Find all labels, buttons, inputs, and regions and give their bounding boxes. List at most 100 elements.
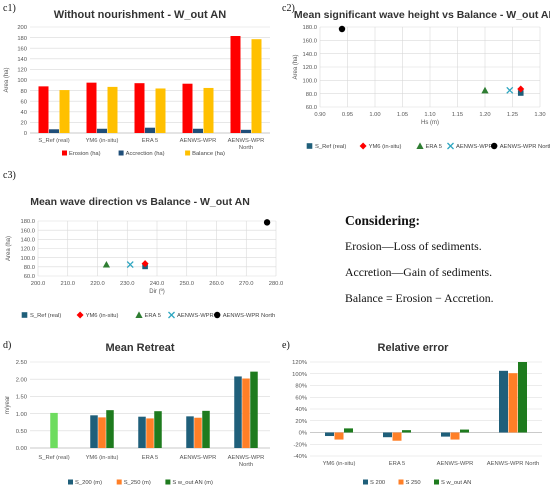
bar-erosion-ha- [230, 36, 241, 134]
category-label: YM6 (in-situ) [86, 138, 119, 144]
y-tick-label: 60.0 [24, 274, 35, 280]
chart-d-mean-retreat: Mean Retreat 0.00 0.50 1.00 1.50 2.00 2.50 m/ye… [5, 342, 270, 486]
x-tick-label: 0.90 [314, 112, 325, 118]
point-ym6-in-situ- [141, 260, 149, 268]
bar-accrection-ha- [193, 128, 203, 133]
legend-swatch [118, 150, 124, 156]
bar-s-200 [325, 432, 334, 437]
legend-marker [135, 311, 143, 318]
x-tick-label: 1.10 [424, 112, 435, 118]
y-tick-label: 140.0 [20, 238, 35, 244]
erosion-definition: Erosion—Loss of sediments. [345, 239, 482, 253]
bar-s-w-out-an [344, 428, 353, 433]
y-tick-label: 180.0 [20, 219, 35, 225]
bar-s-250 [392, 432, 402, 441]
x-tick-label: 1.15 [452, 112, 463, 118]
y-tick-label: 120.0 [302, 65, 317, 71]
bar-accrection-ha- [49, 129, 59, 133]
y-tick-label: 80 [21, 89, 27, 95]
y-tick-label: 40 [21, 110, 27, 116]
bar-balance-ha- [155, 88, 166, 133]
legend-label: ERA 5 [145, 313, 161, 319]
chart-c1-erosion-accretion-balance: Without nourishment - W_out AN 0 20 40 60 80 1… [4, 9, 270, 157]
bar-s-250-m- [98, 417, 106, 448]
point-ym6-in-situ- [517, 85, 525, 93]
x-tick-label: 1.25 [507, 112, 518, 118]
category-label: North [239, 462, 253, 468]
legend-label: AENWS-WPR North [500, 144, 550, 150]
y-tick-label: 0.50 [16, 429, 27, 435]
x-tick-label: 250.0 [179, 281, 194, 287]
x-tick-label: 200.0 [31, 281, 46, 287]
panel-label-c3: c3) [3, 170, 16, 181]
legend-label: AENWS-WPR North [223, 313, 276, 319]
legend-label: Balance (ha) [192, 151, 225, 157]
point-aenws-wpr-north [338, 25, 346, 33]
y-axis-label: Area (ha) [6, 236, 12, 261]
bar-s-w-out-an [518, 362, 527, 433]
bar-accrection-ha- [97, 128, 107, 133]
y-tick-label: 1.50 [16, 395, 27, 401]
x-tick-label: 1.30 [534, 112, 545, 118]
y-tick-label: 60.0 [306, 105, 317, 111]
bar-s-w-out-an-m- [202, 410, 210, 448]
y-tick-label: 40% [295, 407, 307, 413]
x-axis-label: Dir (º) [149, 288, 165, 295]
legend-label: ERA 5 [426, 144, 442, 150]
bar-s-250-m- [194, 417, 202, 448]
legend-swatch [68, 479, 73, 485]
x-tick-label: 210.0 [60, 281, 75, 287]
y-tick-label: 0% [299, 431, 307, 437]
legend-marker [447, 142, 454, 150]
category-label: ERA 5 [389, 461, 405, 467]
legend-marker [76, 311, 84, 319]
bar-erosion-ha- [134, 83, 145, 133]
bar-s-200-m- [138, 416, 146, 448]
legend-label: S w_out AN (m) [172, 480, 213, 486]
legend-label: S w_out AN [441, 480, 471, 486]
legend-label: S_Ref (real) [30, 313, 61, 319]
point-aenws-wpr [126, 261, 134, 269]
point-era-5 [102, 260, 111, 268]
legend-marker [214, 311, 221, 319]
legend-label: S_Ref (real) [315, 144, 346, 150]
y-tick-label: 1.00 [16, 412, 27, 418]
legend-marker [359, 142, 367, 150]
panel-c3: c3) Mean wave direction vs Balance - W_o… [0, 165, 300, 330]
bar-accrection-ha- [241, 129, 251, 133]
chart-title: Mean wave direction vs Balance - W_out A… [30, 196, 250, 208]
bar-s-w-out-an-m- [154, 411, 162, 448]
category-label: North [239, 145, 253, 151]
y-axis-label: m/year [5, 396, 11, 414]
y-tick-label: 120.0 [20, 247, 35, 253]
y-tick-label: 0.00 [16, 446, 27, 452]
legend-swatch [434, 479, 439, 485]
y-tick-label: 160.0 [20, 228, 35, 234]
bar-s-200 [499, 370, 508, 433]
y-tick-label: 200 [17, 25, 27, 31]
bar-s-ref-real [50, 412, 58, 448]
legend-label: S_200 (m) [75, 480, 102, 486]
bar-accrection-ha- [145, 127, 155, 133]
x-tick-label: 230.0 [120, 281, 135, 287]
bar-s-w-out-an-m- [250, 371, 258, 448]
category-label: AENWS-WPR [228, 138, 265, 144]
x-tick-label: 1.05 [397, 112, 408, 118]
category-label: YM6 (in-situ) [86, 455, 119, 461]
x-tick-label: 0.95 [342, 112, 353, 118]
y-tick-label: 100.0 [302, 79, 317, 85]
y-tick-label: 20 [21, 121, 27, 127]
chart-title: Relative error [378, 342, 450, 354]
y-tick-label: 80.0 [24, 265, 35, 271]
category-label: AENWS-WPR [437, 461, 474, 467]
considering-note: Considering: Erosion—Loss of sediments. … [345, 213, 545, 317]
y-tick-label: 80% [295, 384, 307, 390]
y-tick-label: 60 [21, 99, 27, 105]
legend-swatch [62, 150, 67, 156]
category-label: ERA 5 [142, 138, 158, 144]
point-era-5 [481, 86, 489, 94]
y-tick-label: 120 [17, 68, 27, 74]
legend-label: S 250 [406, 480, 421, 486]
x-tick-label: 270.0 [239, 281, 254, 287]
chart-title: Mean Retreat [105, 342, 174, 354]
